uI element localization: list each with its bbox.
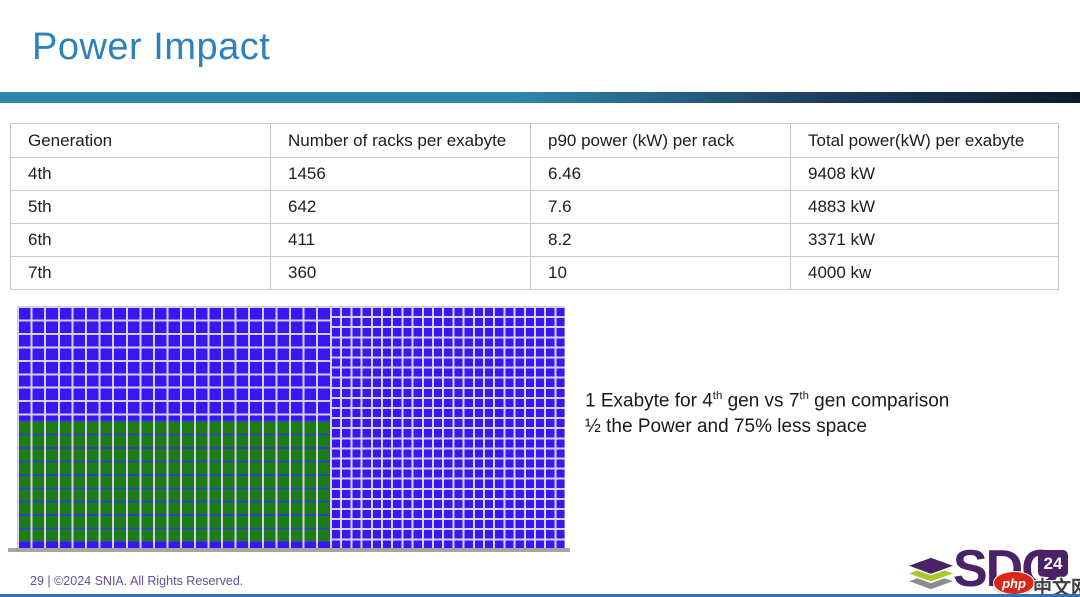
- cell-generation: 4th: [10, 157, 271, 191]
- cell-racks: 642: [270, 190, 531, 224]
- cell-p90: 7.6: [530, 190, 791, 224]
- col-header-total-power: Total power(kW) per exabyte: [790, 123, 1059, 158]
- title-divider-bar: [0, 92, 1080, 103]
- sdc-24-badge: 24: [1038, 550, 1068, 577]
- comparison-text-segment: 1 Exabyte for 4: [585, 390, 713, 412]
- cell-p90: 6.46: [530, 157, 791, 191]
- superscript-th: th: [712, 390, 723, 402]
- rack-grid-figure: [8, 306, 570, 552]
- cell-total: 4883 kW: [790, 190, 1059, 224]
- cell-total: 4000 kw: [790, 256, 1059, 290]
- grid-base-shadow-line: [8, 548, 570, 552]
- power-table: Generation Number of racks per exabyte p…: [10, 123, 1059, 290]
- comparison-text-segment: gen comparison: [808, 390, 950, 412]
- comparison-text-segment: gen vs 7: [722, 390, 800, 412]
- comparison-line-1: 1 Exabyte for 4th gen vs 7th gen compari…: [585, 383, 949, 414]
- bottom-edge-bar: [0, 594, 1080, 597]
- table-row: 4th 1456 6.46 9408 kW: [10, 157, 1059, 191]
- cell-p90: 8.2: [530, 223, 791, 257]
- superscript-th: th: [799, 390, 809, 402]
- cell-p90: 10: [530, 256, 791, 290]
- seventh-gen-footprint-overlay: [17, 420, 330, 542]
- page-title: Power Impact: [32, 26, 271, 68]
- cell-generation: 7th: [10, 256, 271, 290]
- col-header-racks: Number of racks per exabyte: [270, 123, 531, 158]
- comparison-line-2: ½ the Power and 75% less space: [585, 416, 868, 438]
- cell-total: 9408 kW: [790, 157, 1059, 191]
- table-row: 7th 360 10 4000 kw: [10, 256, 1059, 290]
- cell-total: 3371 kW: [790, 223, 1059, 257]
- layers-icon: [905, 556, 957, 590]
- cell-racks: 1456: [270, 157, 531, 191]
- cell-generation: 5th: [10, 190, 271, 224]
- cell-generation: 6th: [10, 223, 271, 257]
- cell-racks: 360: [270, 256, 531, 290]
- table-header-row: Generation Number of racks per exabyte p…: [10, 123, 1059, 158]
- col-header-p90-power: p90 power (kW) per rack: [530, 123, 791, 158]
- watermark-cn-text: 中文网: [1033, 578, 1080, 597]
- comparison-note: 1 Exabyte for 4th gen vs 7th gen compari…: [585, 383, 949, 440]
- php-logo-oval: php: [993, 571, 1035, 595]
- rack-grid-dense-section: [330, 306, 565, 548]
- col-header-generation: Generation: [10, 123, 271, 158]
- table-row: 5th 642 7.6 4883 kW: [10, 190, 1059, 224]
- table-row: 6th 411 8.2 3371 kW: [10, 223, 1059, 257]
- cell-racks: 411: [270, 223, 531, 257]
- slide-footer: 29 | ©2024 SNIA. All Rights Reserved.: [30, 574, 244, 588]
